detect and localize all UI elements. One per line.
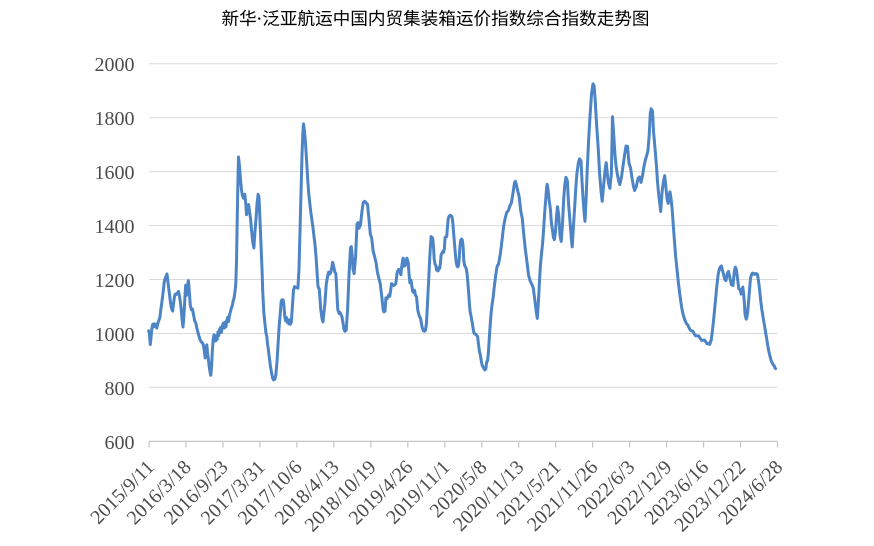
svg-text:1000: 1000 [95, 324, 135, 346]
svg-text:1200: 1200 [95, 270, 135, 292]
svg-text:800: 800 [105, 378, 135, 400]
svg-text:600: 600 [105, 432, 135, 454]
svg-text:2000: 2000 [95, 54, 135, 76]
svg-text:1800: 1800 [95, 108, 135, 130]
svg-text:1400: 1400 [95, 216, 135, 238]
svg-text:1600: 1600 [95, 162, 135, 184]
